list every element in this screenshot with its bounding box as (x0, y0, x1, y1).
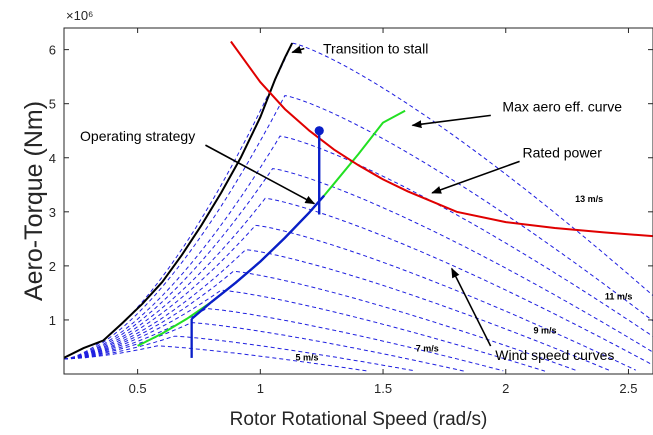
operating-strategy-line-top (190, 194, 325, 320)
y-tick-label: 5 (49, 97, 56, 112)
wind-speed-curve (63, 168, 653, 360)
y-tick-label: 3 (49, 205, 56, 220)
plot-frame (63, 27, 653, 375)
wind-curve-label: 9 m/s (534, 325, 557, 335)
annotation-label: Rated power (523, 144, 603, 160)
wind-speed-curve (63, 345, 369, 372)
annotation-arrow (205, 144, 316, 205)
y-axis-title: Aero-Torque (Nm) (20, 101, 48, 301)
operating-strategy-line (190, 194, 325, 320)
wind-speed-curve (63, 322, 465, 372)
series-group (63, 40, 653, 359)
y-multiplier-label: ×10⁶ (66, 8, 93, 23)
wind-speed-curve (63, 308, 504, 372)
wind-speed-curve (63, 197, 653, 366)
x-tick-label: 2.5 (619, 381, 637, 396)
y-tick-label: 4 (49, 151, 56, 166)
y-tick-label: 1 (49, 313, 56, 328)
wind-speed-curve (63, 135, 653, 360)
x-tick-label: 1 (257, 381, 264, 396)
annotation-label: Transition to stall (323, 41, 428, 57)
wind-speed-curve (63, 42, 653, 360)
x-tick-label: 1.5 (374, 381, 392, 396)
annotation-arrow (451, 267, 492, 347)
annotation-arrow (411, 114, 491, 129)
wind-speed-curve (63, 270, 578, 372)
wind-curve-label: 5 m/s (295, 352, 318, 362)
annotation-label: Max aero eff. curve (502, 98, 622, 114)
annotation-label: Operating strategy (80, 128, 195, 144)
wind-speed-curve (63, 289, 546, 372)
axes-group: 0.5 1 1.5 2 2.5 1 2 3 4 5 6 (49, 28, 653, 396)
wind-curve-label: 7 m/s (416, 343, 439, 353)
wind-curve-labels: 5 m/s 7 m/s 9 m/s 11 m/s 13 m/s (295, 194, 632, 362)
operating-point-marker-top (314, 126, 324, 136)
x-tick-label: 0.5 (129, 381, 147, 396)
annotation-arrow (431, 160, 520, 194)
wind-curve-label: 11 m/s (605, 291, 633, 301)
annotations-group: Transition to stall Max aero eff. curve Op… (80, 41, 622, 364)
annotation-arrow (291, 45, 305, 54)
y-tick-label: 2 (49, 259, 56, 274)
wind-speed-curves (63, 42, 653, 372)
wind-speed-curve (63, 335, 416, 372)
rated-power-line (230, 40, 653, 238)
annotation-label: Wind speed curves (495, 347, 614, 363)
wind-speed-curve (63, 224, 637, 371)
transition-to-stall-line (63, 42, 294, 359)
x-tick-label: 2 (502, 381, 509, 396)
x-axis-title: Rotor Rotational Speed (rad/s) (230, 409, 488, 430)
y-tick-label: 6 (49, 43, 56, 58)
wind-speed-curve (63, 249, 612, 372)
wind-curve-label: 13 m/s (575, 194, 603, 204)
